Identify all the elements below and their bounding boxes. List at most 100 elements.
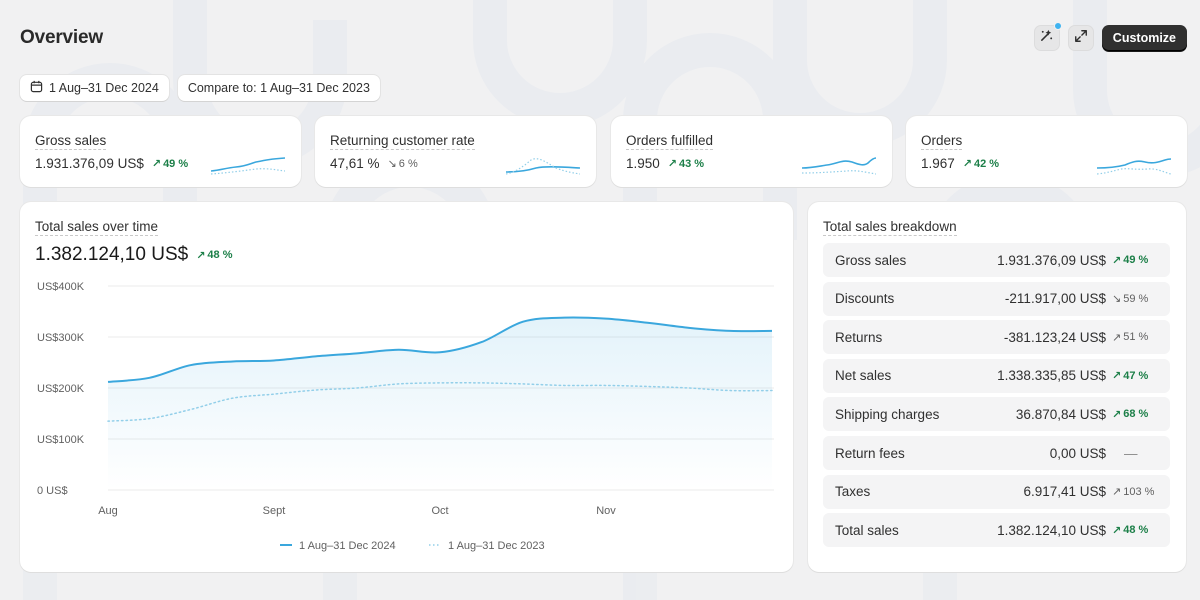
- arrow-up-right-icon: ↗: [962, 158, 973, 170]
- arrow-up-right-icon: ↗: [667, 158, 678, 170]
- compare-button[interactable]: Compare to: 1 Aug–31 Dec 2023: [177, 75, 380, 101]
- x-tick-label: Sept: [263, 505, 286, 517]
- metric-label: Gross sales: [35, 133, 107, 150]
- delta-badge: ↗ 43 %: [667, 157, 705, 171]
- sparkline: [211, 157, 285, 175]
- arrow-down-right-icon: ↘: [387, 158, 397, 170]
- breakdown-value: -381.123,24 US$: [1003, 329, 1106, 345]
- filter-bar: 1 Aug–31 Dec 2024 Compare to: 1 Aug–31 D…: [20, 75, 380, 101]
- metric-card-returning-customer-rate[interactable]: Returning customer rate 47,61 % ↘ 6 %: [315, 116, 596, 187]
- delta-value: 68 %: [1123, 408, 1149, 421]
- breakdown-label: Gross sales: [835, 252, 907, 268]
- arrow-down-right-icon: ↘: [1112, 293, 1122, 306]
- delta-value: 49 %: [1123, 254, 1149, 266]
- delta-value: 48 %: [1123, 524, 1149, 537]
- delta-value: 47 %: [1123, 369, 1149, 382]
- breakdown-value: 36.870,84 US$: [1015, 406, 1106, 422]
- delta-value: 6 %: [398, 157, 418, 170]
- breakdown-delta: ↗ 48 %: [1112, 524, 1158, 537]
- delta-value: 51 %: [1123, 331, 1149, 344]
- chart-total-value: 1.382.124,10 US$: [35, 244, 189, 265]
- series-line-comparison: [107, 382, 773, 422]
- delta-badge: ↗ 49 %: [1112, 254, 1148, 267]
- sparkline: [802, 157, 876, 175]
- metric-value: 1.950: [626, 156, 660, 171]
- chart-title: Total sales over time: [35, 219, 159, 236]
- y-tick-label: 0 US$: [37, 485, 68, 497]
- breakdown-delta: ↗ 51 %: [1112, 331, 1158, 344]
- delta-value: 48 %: [207, 249, 233, 261]
- breakdown-row: Total sales 1.382.124,10 US$ ↗ 48 %: [823, 513, 1170, 548]
- sparkline: [506, 158, 580, 175]
- delta-value: 59 %: [1123, 292, 1149, 305]
- delta-value: 42 %: [974, 157, 1000, 170]
- breakdown-row: Returns -381.123,24 US$ ↗ 51 %: [823, 320, 1170, 355]
- x-tick-label: Oct: [431, 505, 448, 517]
- calendar-icon: [30, 80, 43, 96]
- date-range-label: 1 Aug–31 Dec 2024: [49, 81, 159, 95]
- metric-card-gross-sales[interactable]: Gross sales 1.931.376,09 US$ ↗ 49 %: [20, 116, 301, 187]
- notification-dot: [1053, 22, 1062, 30]
- delta-badge: ↗ 42 %: [962, 157, 1000, 171]
- delta-badge: ↗ 49 %: [151, 157, 189, 171]
- delta-value: 43 %: [679, 157, 705, 170]
- y-tick-label: US$400K: [37, 281, 85, 293]
- breakdown-delta: ↗ 49 %: [1112, 254, 1158, 267]
- delta-badge: ↗ 68 %: [1112, 408, 1148, 421]
- breakdown-label: Shipping charges: [835, 406, 940, 422]
- legend-label: 1 Aug–31 Dec 2024: [299, 540, 396, 552]
- sparkle-icon: [1039, 28, 1054, 48]
- breakdown-row: Taxes 6.917,41 US$ ↗ 103 %: [823, 474, 1170, 509]
- breakdown-row: Net sales 1.338.335,85 US$ ↗ 47 %: [823, 358, 1170, 393]
- delta-value: 49 %: [163, 157, 189, 170]
- delta-badge: ↗ 48 %: [196, 249, 232, 262]
- x-tick-label: Aug: [98, 505, 118, 517]
- breakdown-row: Return fees 0,00 US$ —: [823, 436, 1170, 470]
- metric-label: Orders: [921, 133, 963, 150]
- sales-breakdown-card: Total sales breakdown Gross sales 1.931.3…: [808, 202, 1186, 572]
- series-area: [108, 317, 772, 490]
- metric-card-orders[interactable]: Orders 1.967 ↗ 42 %: [906, 116, 1187, 187]
- breakdown-delta: ↗ 68 %: [1112, 408, 1158, 421]
- sidekick-button[interactable]: [1033, 22, 1062, 51]
- metric-label: Returning customer rate: [330, 133, 475, 150]
- breakdown-delta: —: [1112, 446, 1158, 461]
- customize-button[interactable]: Customize: [1101, 25, 1187, 51]
- metric-card-orders-fulfilled[interactable]: Orders fulfilled 1.950 ↗ 43 %: [611, 116, 892, 187]
- arrow-up-right-icon: ↗: [1112, 524, 1122, 537]
- y-tick-label: US$100K: [37, 434, 85, 446]
- sales-line-chart[interactable]: US$400K US$300K US$200K US$100K 0 US$ Aug Sept…: [20, 202, 793, 572]
- breakdown-label: Total sales: [835, 522, 899, 538]
- breakdown-value: 1.338.335,85 US$: [997, 368, 1106, 384]
- arrow-up-right-icon: ↗: [196, 249, 206, 262]
- chart-total: 1.382.124,10 US$ ↗ 48 %: [35, 244, 232, 266]
- top-actions: Customize: [1033, 22, 1187, 51]
- total-sales-chart-card: Total sales over time 1.382.124,10 US$ ↗…: [20, 202, 793, 572]
- delta-badge: ↘ 59 %: [1112, 292, 1149, 306]
- delta-value: 103 %: [1123, 485, 1155, 498]
- date-range-button[interactable]: 1 Aug–31 Dec 2024: [20, 75, 169, 101]
- arrow-up-right-icon: ↗: [1112, 254, 1122, 267]
- expand-icon: [1074, 29, 1088, 48]
- arrow-up-right-icon: ↗: [1112, 408, 1122, 421]
- delta-badge: ↗ 103 %: [1112, 485, 1155, 499]
- x-tick-label: Nov: [596, 505, 616, 517]
- breakdown-delta: ↗ 47 %: [1112, 369, 1158, 383]
- breakdown-label: Returns: [835, 329, 883, 345]
- delta-badge: ↗ 48 %: [1112, 524, 1148, 537]
- fullscreen-button[interactable]: [1067, 25, 1094, 51]
- breakdown-value: 0,00 US$: [1049, 445, 1106, 461]
- breakdown-label: Return fees: [835, 445, 905, 461]
- arrow-up-right-icon: ↗: [1112, 486, 1122, 499]
- series-line-current: [107, 316, 773, 383]
- arrow-up-right-icon: ↗: [151, 158, 162, 170]
- page-title: Overview: [20, 27, 103, 48]
- legend-label: 1 Aug–31 Dec 2023: [448, 540, 545, 552]
- breakdown-row: Gross sales 1.931.376,09 US$ ↗ 49 %: [823, 243, 1170, 277]
- breakdown-value: -211.917,00 US$: [1004, 291, 1106, 307]
- breakdown-title: Total sales breakdown: [823, 219, 957, 236]
- breakdown-delta: ↗ 103 %: [1112, 485, 1158, 499]
- breakdown-value: 1.382.124,10 US$: [997, 522, 1106, 538]
- sparkline: [1097, 158, 1171, 175]
